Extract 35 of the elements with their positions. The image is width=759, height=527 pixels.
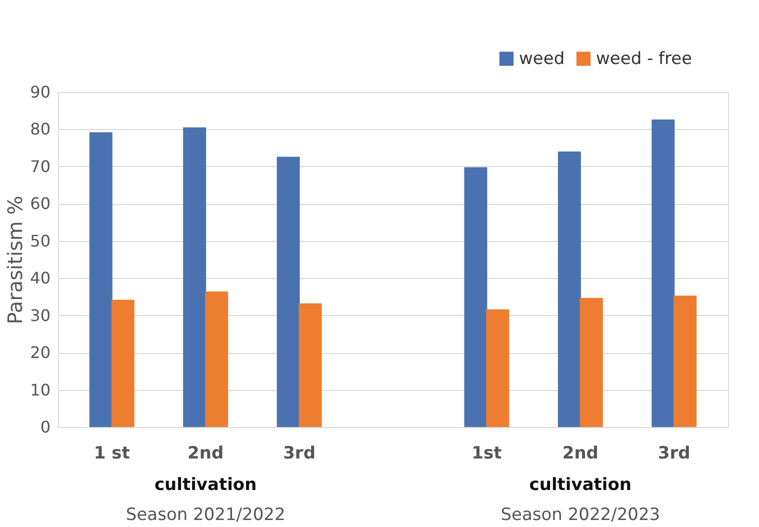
bar xyxy=(486,309,510,427)
x-tick-label: 1 st xyxy=(94,444,130,464)
y-tick-label: 80 xyxy=(30,120,50,139)
y-tick-label: 50 xyxy=(30,231,50,250)
legend-label: weed - free xyxy=(596,48,692,69)
text: cultivation xyxy=(154,475,257,495)
y-tick-label: 40 xyxy=(30,268,50,288)
legend-label: weed xyxy=(519,48,565,69)
bar xyxy=(580,298,603,427)
bar xyxy=(89,132,112,427)
y-tick-label: 30 xyxy=(30,306,50,325)
x-tick-label: 3rd xyxy=(283,444,316,464)
text: cultivation xyxy=(529,475,632,495)
text: Season 2022/2023 xyxy=(500,505,660,525)
bar xyxy=(652,120,675,427)
y-tick-label: 20 xyxy=(30,343,50,362)
bar xyxy=(276,156,300,427)
bar xyxy=(464,167,488,427)
y-tick-label: 0 xyxy=(40,418,50,436)
bar xyxy=(558,152,581,427)
x-tick-label: 3rd xyxy=(658,444,690,464)
bar xyxy=(183,127,206,427)
bar xyxy=(111,300,134,427)
bar xyxy=(205,292,228,427)
bar xyxy=(674,296,697,427)
x-tick-label: 2nd xyxy=(188,444,224,464)
x-tick-label: 1st xyxy=(472,444,502,464)
y-tick-label: 10 xyxy=(30,380,50,400)
text: Season 2021/2022 xyxy=(126,505,286,525)
bar xyxy=(298,303,322,427)
y-tick-label: 70 xyxy=(30,156,50,176)
y-tick-label: 60 xyxy=(30,194,50,214)
y-axis-title: Parasitism % xyxy=(3,196,28,324)
y-tick-label: 90 xyxy=(30,82,50,102)
x-tick-label: 2nd xyxy=(562,444,598,464)
